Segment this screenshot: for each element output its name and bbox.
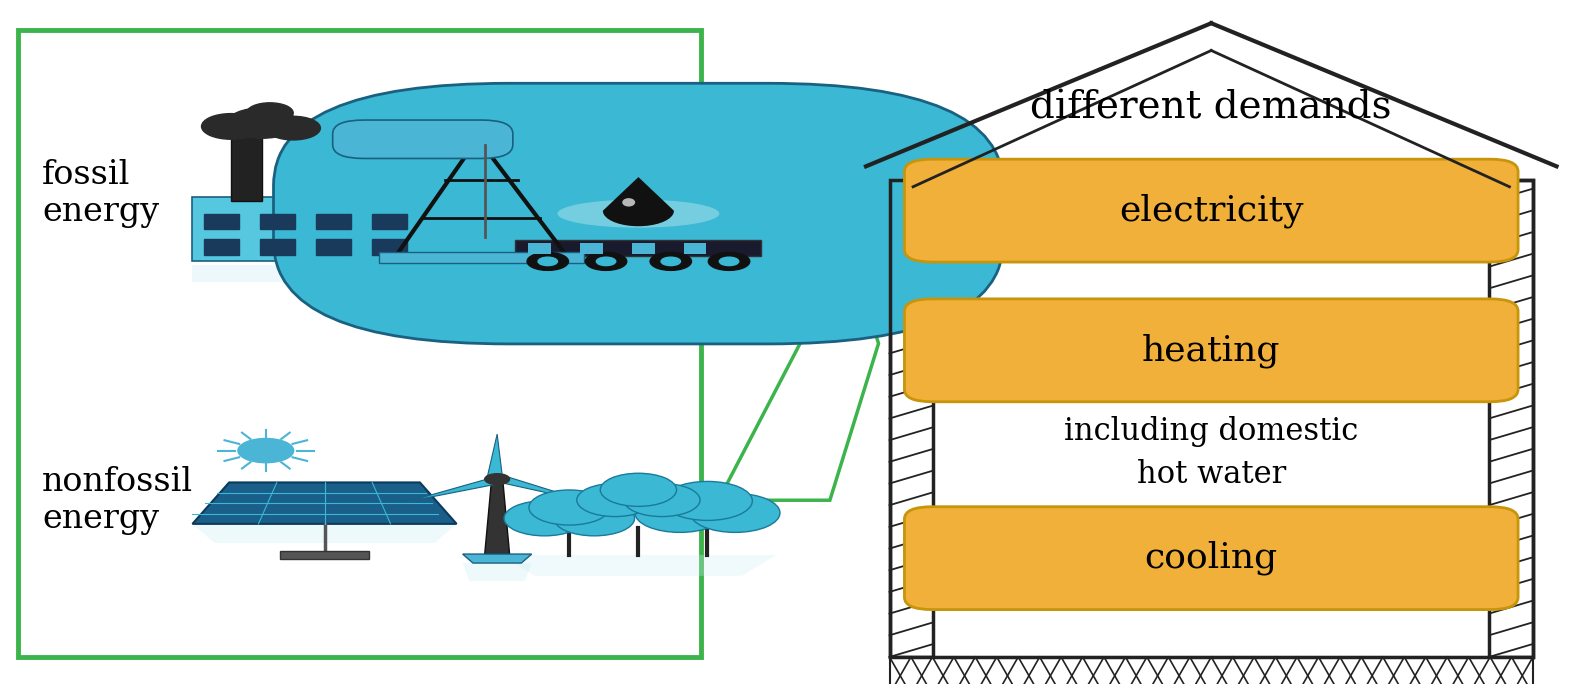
FancyBboxPatch shape [904,507,1518,609]
Circle shape [528,252,569,271]
FancyBboxPatch shape [260,240,295,255]
FancyBboxPatch shape [203,240,239,255]
FancyBboxPatch shape [509,270,769,284]
Circle shape [586,252,627,271]
Polygon shape [463,554,532,563]
Polygon shape [487,434,502,479]
FancyBboxPatch shape [232,133,261,201]
FancyBboxPatch shape [19,30,701,657]
FancyBboxPatch shape [378,251,584,262]
FancyBboxPatch shape [372,240,406,255]
Polygon shape [485,479,510,554]
FancyBboxPatch shape [580,243,603,254]
FancyBboxPatch shape [274,83,1003,344]
Text: nonfossil
energy: nonfossil energy [43,466,194,534]
FancyBboxPatch shape [280,551,369,559]
Polygon shape [408,477,502,502]
Circle shape [238,438,293,463]
Circle shape [485,474,510,484]
FancyBboxPatch shape [315,214,351,229]
Circle shape [554,501,635,536]
Polygon shape [378,262,584,285]
Circle shape [383,142,468,179]
Text: cooling: cooling [1145,541,1277,576]
FancyBboxPatch shape [904,159,1518,262]
Circle shape [720,257,739,266]
FancyBboxPatch shape [528,243,551,254]
Polygon shape [603,177,674,226]
Text: including domestic
hot water: including domestic hot water [1065,416,1358,490]
Circle shape [600,473,677,506]
Polygon shape [192,524,457,543]
Text: heating: heating [1142,333,1280,368]
Text: different demands: different demands [1030,90,1392,127]
Polygon shape [378,174,472,261]
Circle shape [247,103,293,123]
Circle shape [350,126,408,151]
FancyBboxPatch shape [192,197,410,261]
FancyBboxPatch shape [515,240,761,256]
FancyBboxPatch shape [890,657,1532,687]
Polygon shape [192,482,457,524]
Circle shape [576,484,654,517]
Circle shape [690,493,780,532]
Ellipse shape [558,199,720,227]
FancyBboxPatch shape [890,180,1532,657]
Ellipse shape [622,198,635,207]
Text: electricity: electricity [1118,193,1304,228]
Polygon shape [463,563,532,581]
Circle shape [650,252,691,271]
FancyBboxPatch shape [632,243,655,254]
Circle shape [662,257,680,266]
Text: fossil
energy: fossil energy [43,159,159,228]
FancyBboxPatch shape [1488,180,1532,657]
FancyBboxPatch shape [315,240,351,255]
Circle shape [266,116,320,140]
Circle shape [539,257,558,266]
FancyBboxPatch shape [684,243,706,254]
Circle shape [597,257,616,266]
FancyBboxPatch shape [203,214,239,229]
Circle shape [709,252,750,271]
Circle shape [635,493,724,532]
FancyBboxPatch shape [260,214,295,229]
Circle shape [227,108,298,138]
Polygon shape [495,475,587,502]
FancyBboxPatch shape [904,299,1518,402]
Circle shape [663,482,753,521]
FancyBboxPatch shape [890,180,934,657]
FancyBboxPatch shape [192,264,410,282]
Circle shape [624,484,699,517]
Polygon shape [501,555,776,576]
Polygon shape [718,187,879,500]
FancyBboxPatch shape [372,214,406,229]
FancyBboxPatch shape [332,120,513,159]
Circle shape [529,490,610,525]
Circle shape [202,113,260,139]
Circle shape [504,501,584,536]
FancyBboxPatch shape [293,150,324,201]
